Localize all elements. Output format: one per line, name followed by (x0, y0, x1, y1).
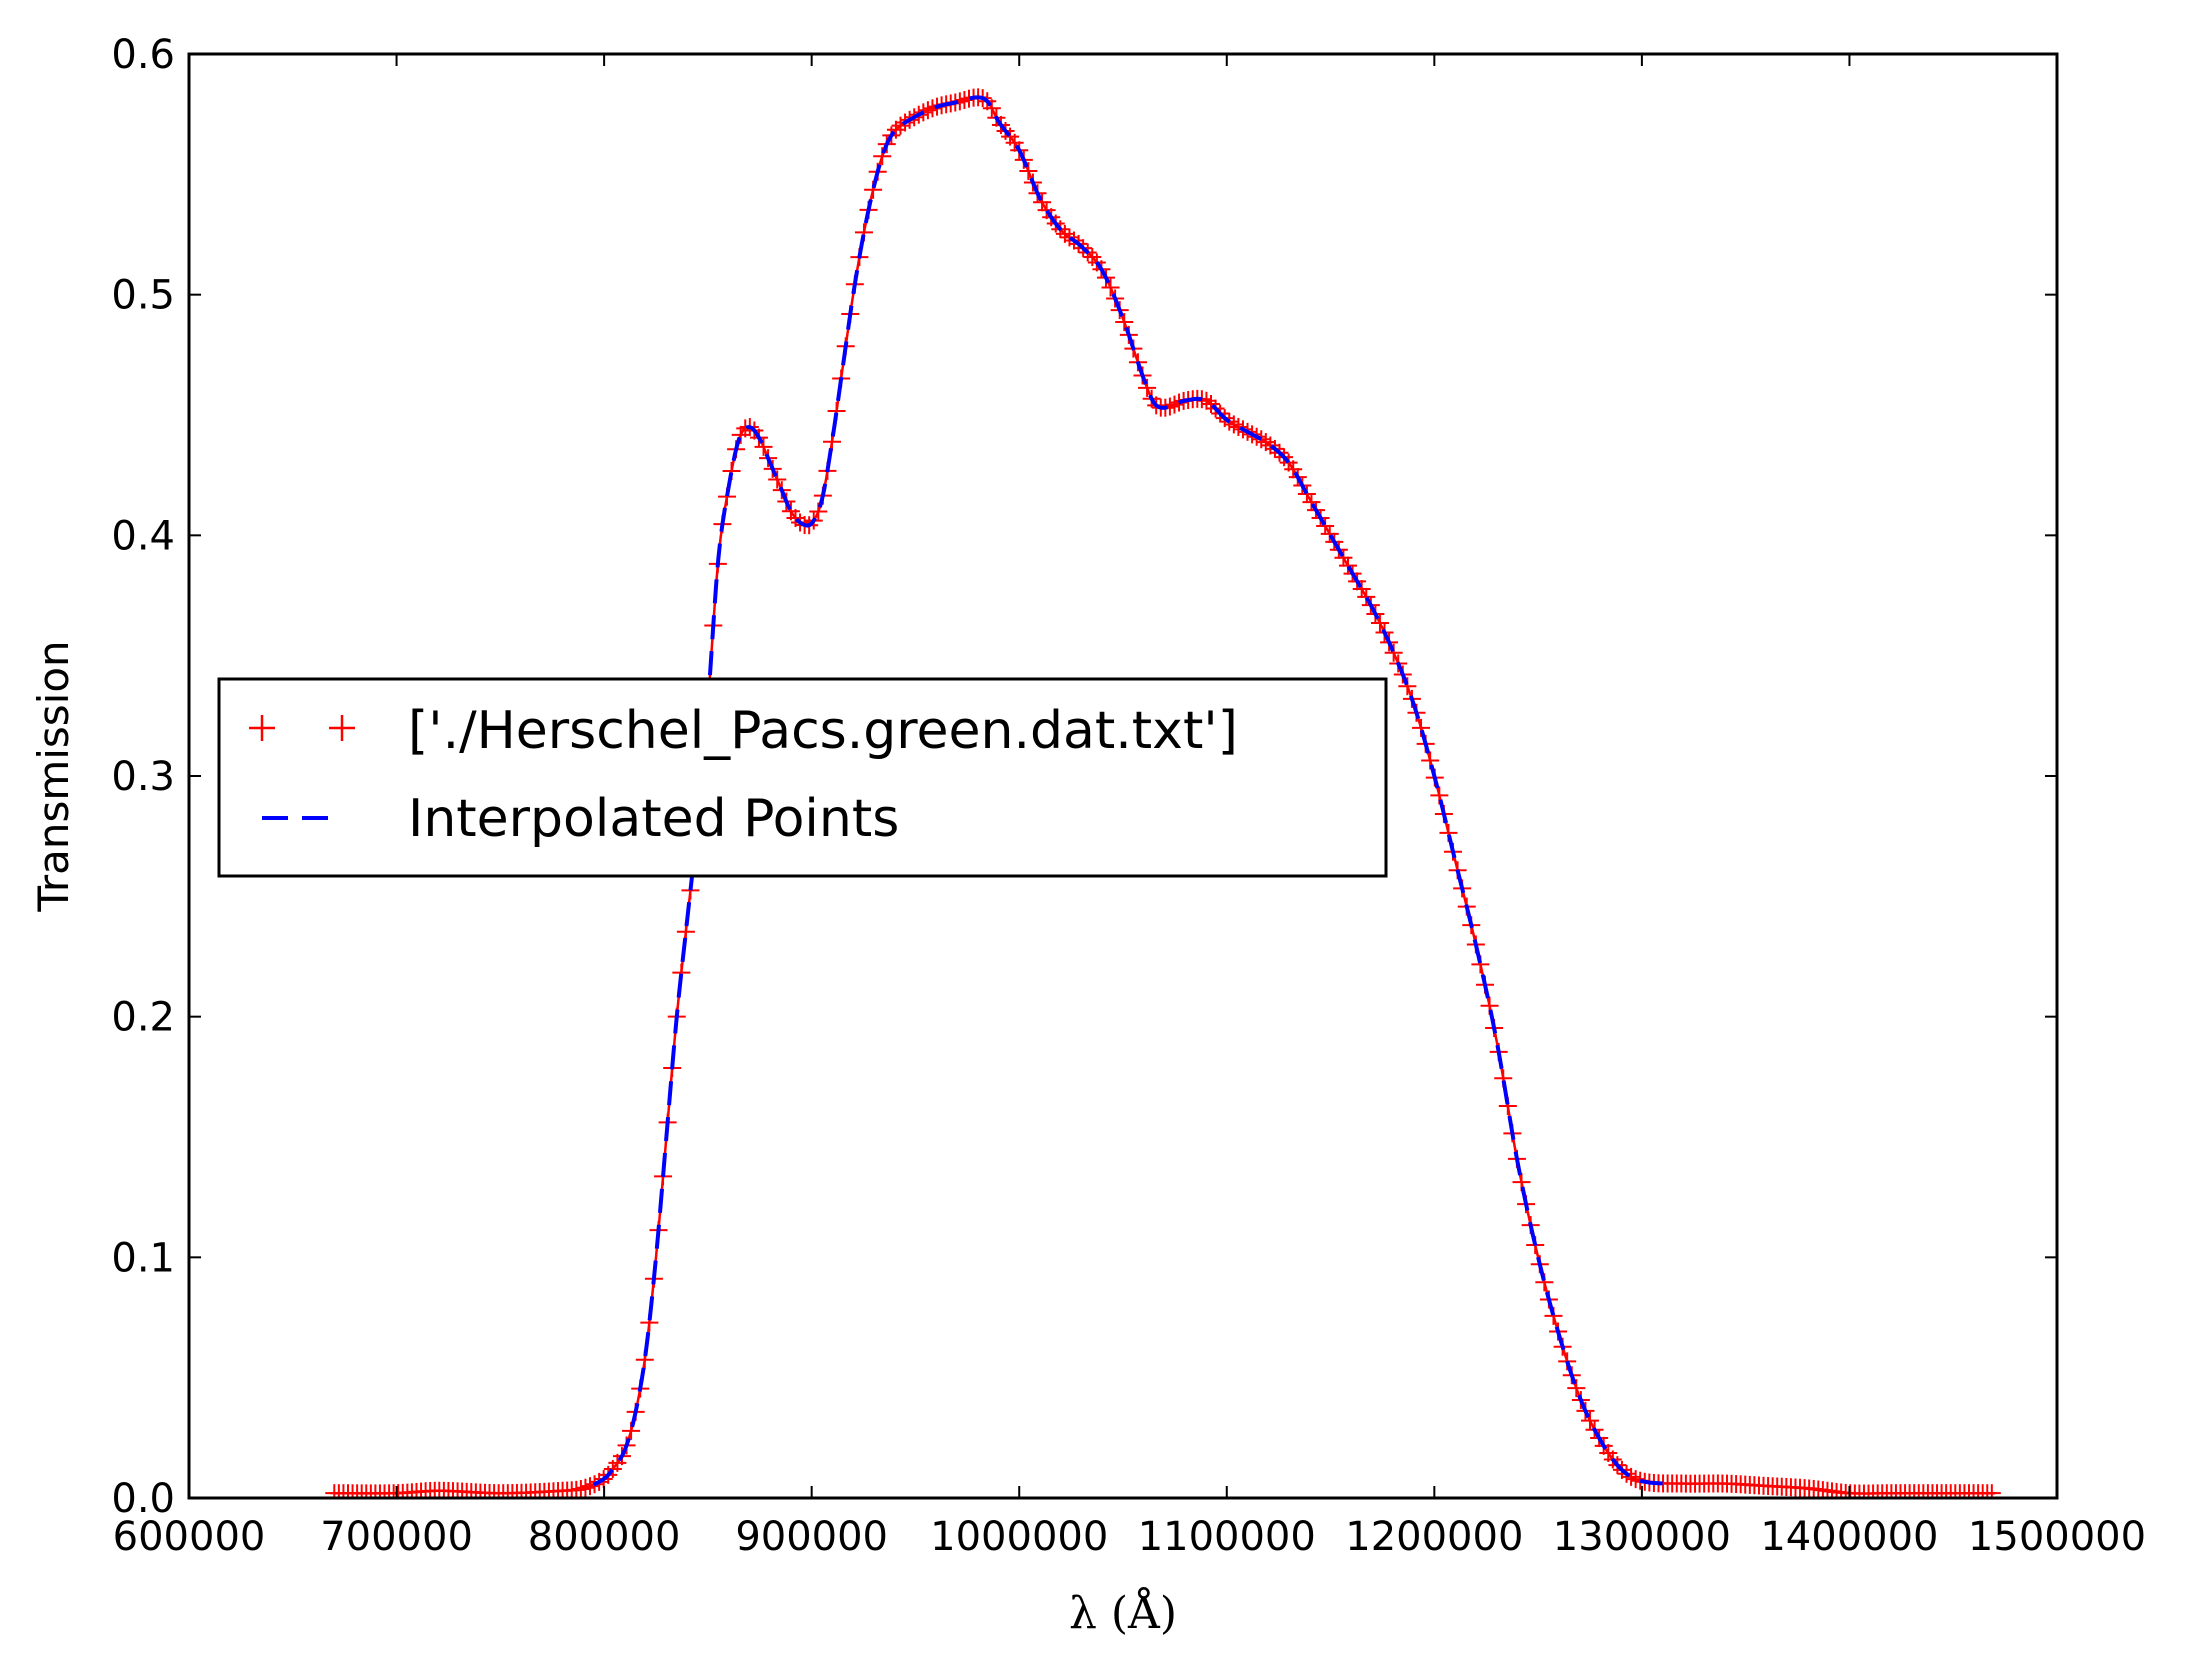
data-point-marker (982, 99, 1001, 118)
x-tick-label: 1000000 (930, 1514, 1108, 1560)
legend-entry-data: ['./Herschel_Pacs.green.dat.txt'] (408, 701, 1238, 761)
data-point-marker (891, 116, 910, 135)
data-point-marker (1224, 415, 1243, 434)
data-point-marker (1019, 162, 1038, 181)
interpolated-series-line (592, 95, 1663, 1487)
y-tick-label: 0.2 (111, 995, 175, 1041)
x-axis: 600000 700000 800000 900000 1000000 1100000 12… (113, 54, 2146, 1560)
y-axis-label: Transmission (29, 640, 78, 912)
data-point-marker (1256, 433, 1275, 452)
data-point-marker (1284, 460, 1303, 479)
data-point-marker (1316, 516, 1335, 535)
data-point-marker (1037, 201, 1056, 220)
data-point-marker (1005, 133, 1024, 152)
data-point-marker (1622, 1467, 1641, 1486)
data-point-marker (1334, 548, 1353, 567)
x-axis-label: λ (Å) (1069, 1586, 1177, 1639)
data-point-marker (754, 437, 773, 456)
y-tick-label: 0.6 (111, 32, 175, 78)
data-point-marker (1060, 228, 1079, 247)
data-point-marker (1202, 395, 1221, 414)
x-tick-label: 800000 (528, 1514, 681, 1560)
x-tick-label: 1100000 (1138, 1514, 1316, 1560)
data-point-marker (1055, 224, 1074, 243)
y-tick-label: 0.0 (111, 1476, 175, 1522)
data-point-marker (1567, 1379, 1586, 1398)
data-point-marker (1138, 378, 1157, 397)
data-point-marker (580, 1477, 599, 1496)
data-point-marker (1302, 493, 1321, 512)
x-tick-label: 600000 (113, 1514, 266, 1560)
x-tick-label: 1200000 (1345, 1514, 1523, 1560)
legend-marker-plus (249, 715, 355, 741)
data-point-marker (1338, 556, 1357, 575)
x-tick-label: 1400000 (1760, 1514, 1938, 1560)
data-point-marker (786, 509, 805, 528)
y-tick-label: 0.1 (111, 1235, 175, 1281)
y-tick-label: 0.4 (111, 513, 175, 559)
data-point-marker (1101, 278, 1120, 297)
data-point-marker (1165, 395, 1184, 414)
data-point-marker (1357, 587, 1376, 606)
data-point-marker (1352, 580, 1371, 599)
data-point-marker (1982, 1484, 2001, 1498)
data-point-marker (1115, 313, 1134, 332)
data-point-marker (1384, 643, 1403, 662)
data-point-marker (1398, 677, 1417, 696)
data-point-marker (1297, 485, 1316, 504)
x-tick-label: 1500000 (1968, 1514, 2146, 1560)
data-point-marker (923, 99, 942, 118)
data-point-marker (1370, 614, 1389, 633)
y-tick-label: 0.3 (111, 754, 175, 800)
data-point-marker (886, 120, 905, 139)
data-point-marker (918, 101, 937, 120)
data-point-marker (768, 470, 787, 489)
y-tick-label: 0.5 (111, 273, 175, 319)
data-point-marker (571, 1480, 590, 1498)
data-point-marker (1033, 193, 1052, 212)
x-tick-label: 1300000 (1553, 1514, 1731, 1560)
legend-entry-interpolated: Interpolated Points (408, 789, 899, 849)
data-point-marker (1320, 524, 1339, 543)
legend: ['./Herschel_Pacs.green.dat.txt'] Interp… (217, 677, 1388, 878)
y-axis: 0.0 0.1 0.2 0.3 0.4 0.5 0.6 (111, 32, 2057, 1522)
data-point-marker (576, 1478, 595, 1497)
legend-box (217, 677, 1388, 878)
x-tick-label: 700000 (320, 1514, 473, 1560)
data-point-marker (1261, 436, 1280, 455)
data-point-marker (1229, 417, 1248, 436)
x-tick-label: 900000 (735, 1514, 888, 1560)
data-point-marker (1581, 1411, 1599, 1430)
